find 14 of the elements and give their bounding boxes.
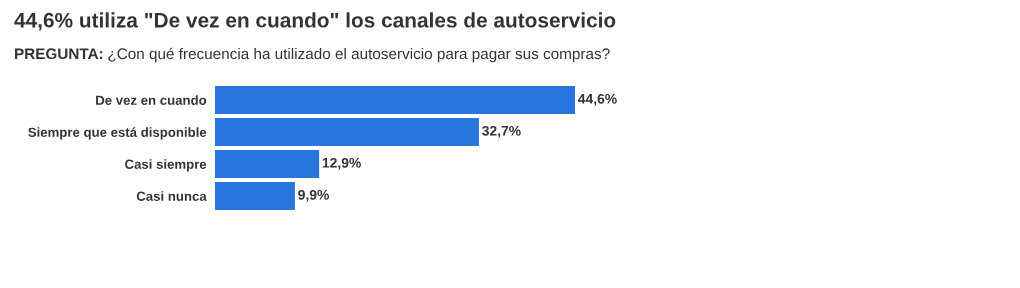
- chart-subtitle: PREGUNTA: ¿Con qué frecuencia ha utilizado el autoservicio para pagar sus compras?: [15, 47, 610, 63]
- bar: [215, 117, 479, 147]
- bar: [215, 181, 295, 211]
- bar: [215, 85, 575, 115]
- data-label: 9,9%: [298, 189, 329, 202]
- y-tick-label: De vez en cuando: [96, 95, 207, 105]
- y-tick-label: Casi siempre: [125, 159, 207, 172]
- bar: [215, 149, 320, 179]
- y-tick-label: Casi nunca: [136, 191, 207, 201]
- y-tick-label: Siempre que está disponible: [28, 127, 207, 140]
- data-label: 12,9%: [322, 157, 361, 170]
- chart-title: 44,6% utiliza "De vez en cuando" los canales de autoservicio: [14, 12, 616, 31]
- data-label: 44,6%: [577, 93, 617, 106]
- data-label: 32,7%: [482, 125, 521, 138]
